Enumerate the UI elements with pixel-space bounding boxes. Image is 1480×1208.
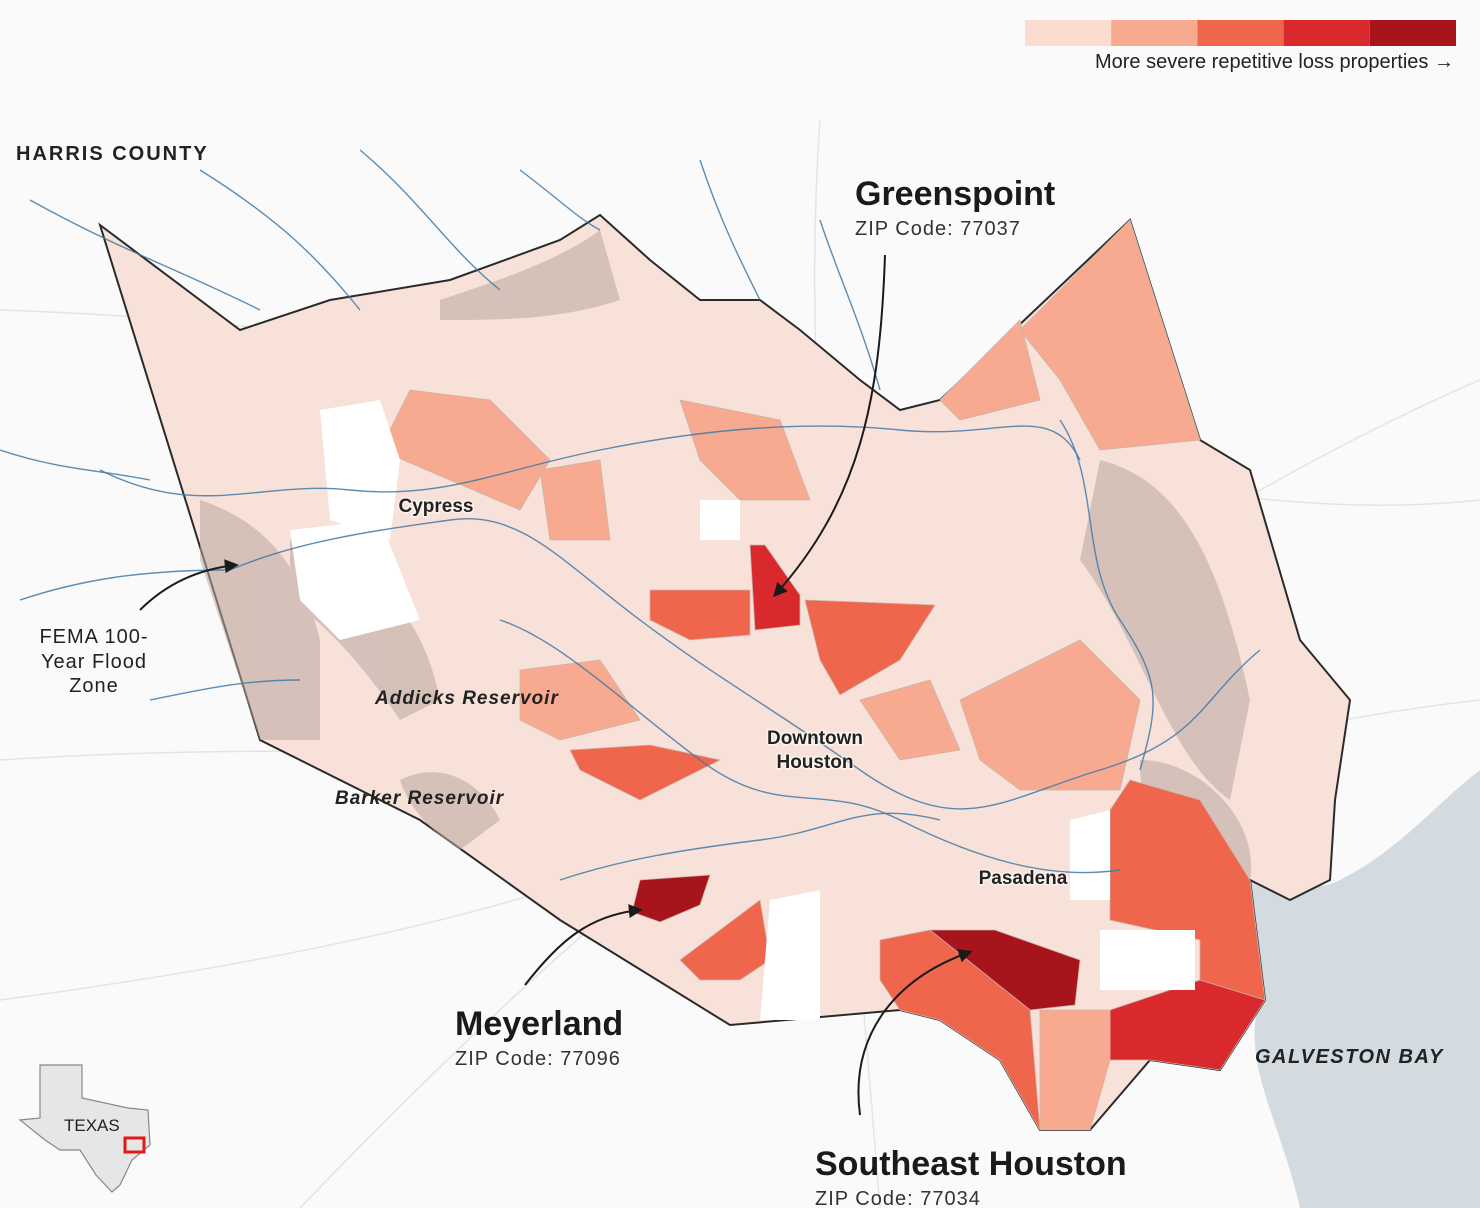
flood-zone-label: Year Flood xyxy=(41,651,147,673)
callout-zip: ZIP Code: 77037 xyxy=(855,218,1021,240)
arrow xyxy=(773,254,886,598)
white-areas xyxy=(290,400,1195,1020)
rivers xyxy=(0,149,1261,881)
legend-swatch xyxy=(1197,20,1284,46)
texas-inset: TEXAS xyxy=(18,1064,151,1193)
arrow xyxy=(857,949,973,1116)
state-label: TEXAS xyxy=(64,1116,120,1135)
legend-swatch xyxy=(1369,20,1456,46)
reservoir-label: Barker Reservoir xyxy=(335,788,505,809)
zip-areas xyxy=(379,219,1266,1131)
legend-swatch xyxy=(1283,20,1370,46)
arrow xyxy=(524,904,643,986)
callout-zip: ZIP Code: 77034 xyxy=(815,1188,981,1208)
flood-zone-label: FEMA 100- xyxy=(39,626,148,648)
arrow xyxy=(139,559,239,611)
place-label: Downtown xyxy=(767,728,863,749)
place-label: Pasadena xyxy=(979,868,1068,889)
callout-name: Meyerland xyxy=(455,1005,623,1043)
water-label: GALVESTON BAY xyxy=(1255,1046,1444,1068)
callout-name: Greenspoint xyxy=(855,175,1055,213)
galveston-bay xyxy=(1247,770,1480,1208)
legend-swatch xyxy=(1025,20,1112,46)
legend-swatch xyxy=(1111,20,1198,46)
callout-name: Southeast Houston xyxy=(815,1145,1127,1183)
reservoir-label: Addicks Reservoir xyxy=(374,688,559,709)
legend-label: More severe repetitive loss properties → xyxy=(1095,51,1454,73)
place-label: Houston xyxy=(776,752,853,773)
place-label: Cypress xyxy=(399,496,474,517)
callout-zip: ZIP Code: 77096 xyxy=(455,1048,621,1070)
flood-zone-label: Zone xyxy=(69,675,119,697)
county-label: HARRIS COUNTY xyxy=(16,143,209,165)
legend: More severe repetitive loss properties → xyxy=(1025,20,1456,73)
